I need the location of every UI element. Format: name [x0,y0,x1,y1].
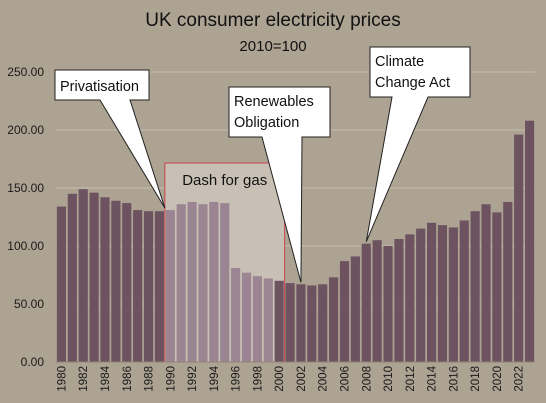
bar-1998 [252,276,262,362]
bar-1988 [143,211,154,362]
x-tick-label: 2010 [383,366,395,392]
x-tick-label: 1984 [100,365,112,391]
bar-1999 [263,278,273,362]
annotation-2002: Renewables Obligation [228,86,331,283]
y-tick-label: 100.00 [7,239,44,253]
bar-2011 [394,239,404,362]
chart-title: UK consumer electricity prices [145,10,401,31]
bar-1995 [220,203,230,362]
bar-2009 [372,240,382,362]
y-axis-ticks: 0.00 50.00 100.00 150.00 200.00 250.00 [7,65,44,369]
bar-2008 [361,243,371,362]
annotation-1990: Privatisation [54,69,166,209]
bar-2000 [274,280,284,362]
callout-text: Obligation [234,115,299,131]
callout-text: Renewables [234,94,314,110]
bar-2022 [514,134,524,362]
bar-1997 [241,272,252,362]
bar-1981 [67,193,77,362]
x-tick-label: 2018 [470,366,482,392]
x-tick-label: 1990 [165,366,177,392]
bar-2021 [503,201,513,362]
x-tick-label: 2020 [492,366,504,392]
callout-shape [365,46,471,242]
y-tick-label: 250.00 [7,65,44,79]
callout-text: Privatisation [60,79,139,95]
bar-2004 [318,284,328,362]
bar-1990 [165,210,175,362]
bars [56,120,535,362]
bar-2018 [470,211,480,362]
y-tick-label: 150.00 [7,181,44,195]
x-tick-label: 1992 [187,366,199,392]
bar-2001 [285,283,295,362]
x-tick-label: 2022 [514,366,526,392]
bar-2007 [350,256,360,362]
y-tick-label: 0.00 [21,355,45,369]
y-tick-label: 50.00 [14,297,44,311]
annotation-2008: Climate Change Act [365,46,471,242]
bar-1987 [133,210,143,362]
bar-2002 [296,284,306,362]
bar-1996 [231,268,241,362]
bar-2023 [524,120,535,362]
bar-1983 [89,192,99,362]
x-tick-label: 2014 [427,365,439,391]
x-tick-label: 1996 [231,366,243,392]
x-tick-label: 1994 [209,365,221,391]
x-tick-label: 2002 [296,366,308,392]
callout-text: Change Act [375,75,450,91]
bar-1984 [100,197,110,362]
x-tick-label: 2016 [448,366,460,392]
y-tick-label: 200.00 [7,123,44,137]
x-tick-label: 1998 [252,366,264,392]
bar-2016 [448,227,458,362]
bar-2019 [481,204,491,362]
bar-2015 [437,225,448,362]
chart-subtitle: 2010=100 [239,38,306,55]
x-tick-label: 2004 [318,365,330,391]
bar-1982 [78,189,88,362]
bar-2003 [307,285,317,362]
bar-1986 [122,203,132,362]
callout-shape [228,86,331,283]
bar-1985 [111,200,121,362]
bar-1989 [154,211,164,362]
x-tick-label: 2006 [339,366,351,392]
bar-1994 [209,201,219,362]
bar-1992 [187,201,197,362]
bar-2005 [329,277,339,362]
x-tick-label: 1988 [144,366,156,392]
bar-2014 [427,222,437,362]
bar-1993 [198,204,208,362]
x-tick-label: 1982 [78,366,90,392]
callout-text: Climate [375,54,424,70]
x-axis-ticks: 1980 1982 1984 1986 1988 1990 1992 1994 1996 1998… [56,365,525,391]
callout-shape [54,69,166,209]
x-tick-label: 1986 [122,366,134,392]
dash-for-gas-label: Dash for gas [182,172,267,189]
bar-2010 [383,246,393,362]
bar-2006 [339,261,350,362]
bar-1991 [176,204,186,362]
bar-2013 [416,228,426,362]
bar-2020 [492,212,502,362]
annotations: Privatisation Renewables Obligation Climate… [54,46,471,283]
x-tick-label: 2012 [405,366,417,392]
bar-1980 [56,206,67,362]
x-tick-label: 1980 [56,366,68,392]
x-tick-label: 2000 [274,366,286,392]
bar-2012 [405,234,415,362]
x-tick-label: 2008 [361,366,373,392]
bar-2017 [459,220,469,362]
